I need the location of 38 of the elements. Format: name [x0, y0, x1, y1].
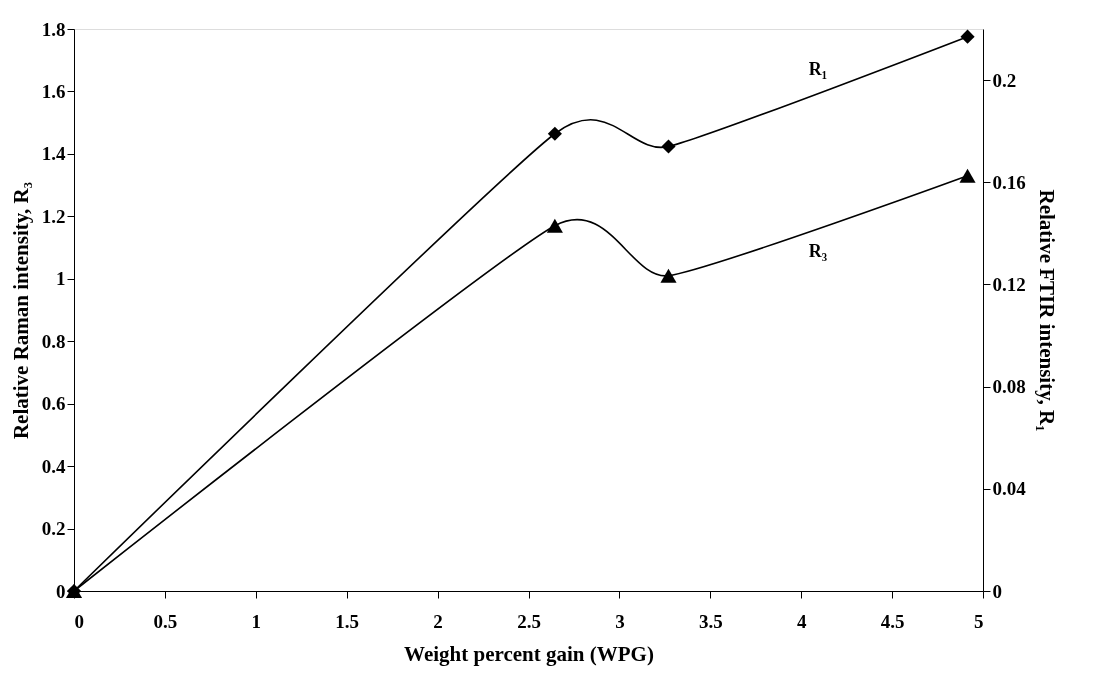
y2-tick-label: 0.04	[992, 478, 1027, 500]
x-axis-title: Weight percent gain (WPG)	[404, 641, 654, 666]
x-tick-label: 4	[796, 610, 807, 632]
y-tick-label: 0.8	[41, 330, 66, 352]
x-tick-label: 2	[433, 610, 443, 632]
x-tick-label: 3.5	[698, 610, 723, 632]
y2-tick-label: 0.12	[992, 273, 1026, 295]
x-tick-label: 2.5	[517, 610, 541, 632]
y-tick-label: 1	[56, 268, 66, 290]
y2-axis-title: Relative FTIR intensity, R₁	[1034, 189, 1059, 432]
series-label: R₃	[808, 240, 828, 261]
x-tick-label: 1.5	[335, 610, 360, 632]
y-tick-label: 0.6	[41, 393, 66, 415]
y-tick-label: 1.8	[41, 18, 66, 40]
point	[547, 126, 562, 141]
x-tick-label: 3	[615, 610, 625, 632]
x-tick-label: 5	[974, 610, 984, 632]
point	[661, 139, 676, 154]
x-tick-label: 4.5	[880, 610, 905, 632]
y2-tick-label: 0.16	[992, 171, 1026, 193]
point	[960, 29, 975, 44]
y-tick-label: 0	[56, 580, 66, 602]
y2-tick-label: 0.08	[992, 376, 1026, 398]
point	[546, 218, 563, 233]
x-tick-label: 0.5	[153, 610, 178, 632]
y-axis-title: Relative Raman intensity, R₃	[8, 181, 33, 440]
y-tick-label: 0.4	[41, 455, 66, 477]
y2-tick-label: 0	[992, 580, 1002, 602]
y-tick-label: 0.2	[41, 518, 66, 540]
x-tick-label: 1	[251, 610, 262, 632]
y-tick-label: 1.6	[41, 80, 66, 102]
series-label: R₁	[808, 58, 828, 79]
x-tick-label: 0	[74, 610, 84, 632]
point	[959, 168, 976, 183]
y-tick-label: 1.2	[41, 205, 66, 227]
y2-tick-label: 0.2	[992, 69, 1017, 91]
point	[660, 268, 677, 283]
y-tick-label: 1.4	[41, 143, 66, 165]
